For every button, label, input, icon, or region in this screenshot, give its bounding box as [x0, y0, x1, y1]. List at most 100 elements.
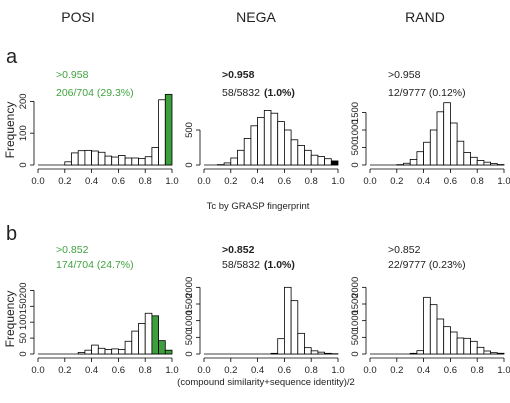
histogram-bar-highlighted: [158, 340, 166, 355]
histogram-bar: [118, 155, 126, 166]
histogram-bar: [71, 152, 79, 166]
histogram-bar: [138, 323, 146, 355]
histogram-bar: [118, 349, 126, 355]
y-tick-label: 50: [18, 333, 29, 344]
y-tick-label: 200: [18, 93, 29, 109]
histogram-bar: [97, 151, 106, 166]
x-tick-label: 0.6: [278, 365, 291, 376]
histogram-bar: [409, 158, 418, 166]
x-tick-label: 1.0: [331, 176, 344, 187]
x-tick-label: 0.0: [31, 365, 44, 376]
x-tick-label: 0.0: [197, 176, 210, 187]
threshold-label: >0.852: [56, 244, 89, 256]
histogram-bar: [470, 340, 478, 355]
threshold-label: >0.852: [222, 244, 255, 256]
count-label: 206/704 (29.3%): [56, 87, 134, 99]
y-tick-label: 1000: [350, 119, 361, 140]
histogram-bar: [456, 140, 465, 166]
histogram-bar: [97, 347, 106, 355]
histogram-bar: [490, 163, 498, 166]
x-tick-label: 0.6: [444, 365, 457, 376]
x-tick-label: 0.6: [444, 176, 457, 187]
histogram-bar: [250, 125, 258, 166]
y-tick-label: 150: [18, 298, 29, 314]
histogram-bar-highlighted: [151, 315, 159, 355]
histogram-bar: [223, 162, 232, 166]
histogram-bar: [91, 150, 99, 166]
histogram-bar: [64, 161, 72, 166]
histogram-bar: [297, 144, 305, 166]
y-tick-label: 100: [18, 125, 29, 141]
histogram-bar-highlighted: [164, 349, 173, 355]
threshold-label: >0.852: [388, 244, 421, 256]
histogram-bar: [270, 352, 279, 355]
histogram-bar: [310, 350, 319, 355]
y-tick-label: 0: [18, 162, 29, 167]
x-tick-label: 0.8: [139, 365, 152, 376]
count-label: 58/5832 (1.0%): [222, 87, 295, 99]
column-title-nega: NEGA: [236, 9, 276, 25]
histogram-bar: [124, 340, 133, 355]
histogram-bar: [297, 332, 305, 355]
histogram-bar: [270, 112, 279, 166]
x-tick-label: 0.8: [471, 176, 484, 187]
histogram-bar: [111, 348, 119, 355]
x-tick-label: 0.0: [363, 176, 376, 187]
x-tick-label: 0.0: [31, 176, 44, 187]
histogram-bar: [290, 139, 299, 166]
histogram-bar: [283, 129, 292, 166]
histogram-bar: [243, 137, 252, 166]
histogram-bar-highlighted: [330, 160, 339, 166]
histogram-bar: [304, 347, 312, 355]
x-tick-label: 0.8: [305, 365, 318, 376]
histogram-bar: [456, 337, 465, 355]
y-tick-label: 2000: [350, 277, 361, 298]
y-tick-label: 500: [184, 122, 195, 138]
x-tick-label: 0.4: [251, 176, 264, 187]
histogram-bar: [277, 121, 285, 166]
y-tick-label: 0: [350, 162, 361, 167]
histogram-bar: [77, 150, 86, 166]
row-label-b: b: [6, 223, 17, 245]
histogram-bar: [230, 157, 238, 166]
histogram-bar: [476, 346, 485, 355]
threshold-label: >0.958: [56, 69, 89, 81]
x-tick-label: 0.4: [85, 176, 98, 187]
x-tick-label: 1.0: [331, 365, 344, 376]
x-tick-label: 0.6: [112, 365, 125, 376]
y-tick-label: 2000: [184, 277, 195, 298]
x-tick-label: 0.2: [224, 176, 237, 187]
x-tick-label: 0.2: [58, 365, 71, 376]
x-tick-label: 1.0: [165, 365, 178, 376]
y-tick-label: 200: [18, 282, 29, 298]
histogram-bar: [423, 296, 431, 355]
x-tick-label: 1.0: [165, 176, 178, 187]
histogram-bar: [317, 156, 325, 166]
threshold-label: >0.958: [222, 69, 255, 81]
histogram-bar: [104, 155, 113, 166]
histogram-bar: [151, 147, 159, 166]
x-tick-label: 0.8: [139, 176, 152, 187]
panel-a-nega: >0.958 58/5832 (1.0%) 0 500 0.0 0.2 0.4 0.6 0.8 1.…: [184, 69, 345, 187]
histogram-bar: [77, 352, 86, 355]
histogram-bar: [104, 349, 113, 355]
histogram-bar: [144, 156, 153, 166]
histogram-bar: [429, 129, 438, 166]
histogram-bar: [449, 331, 458, 355]
row-a-xlabel: Tc by GRASP fingerprint: [207, 201, 310, 212]
x-tick-label: 0.0: [197, 365, 210, 376]
histogram-bar: [124, 157, 133, 166]
histogram-bar: [131, 330, 139, 355]
y-tick-label: 1500: [184, 293, 195, 314]
histogram-bar: [463, 151, 471, 166]
x-tick-label: 0.2: [390, 176, 403, 187]
y-tick-label: 1500: [350, 293, 361, 314]
y-tick-label: 500: [184, 329, 195, 345]
histogram-bar: [476, 160, 485, 166]
x-tick-label: 0.6: [278, 176, 291, 187]
panel-b-posi: >0.852 174/704 (24.7%) 0 50 100150200Frequen…: [3, 244, 179, 376]
